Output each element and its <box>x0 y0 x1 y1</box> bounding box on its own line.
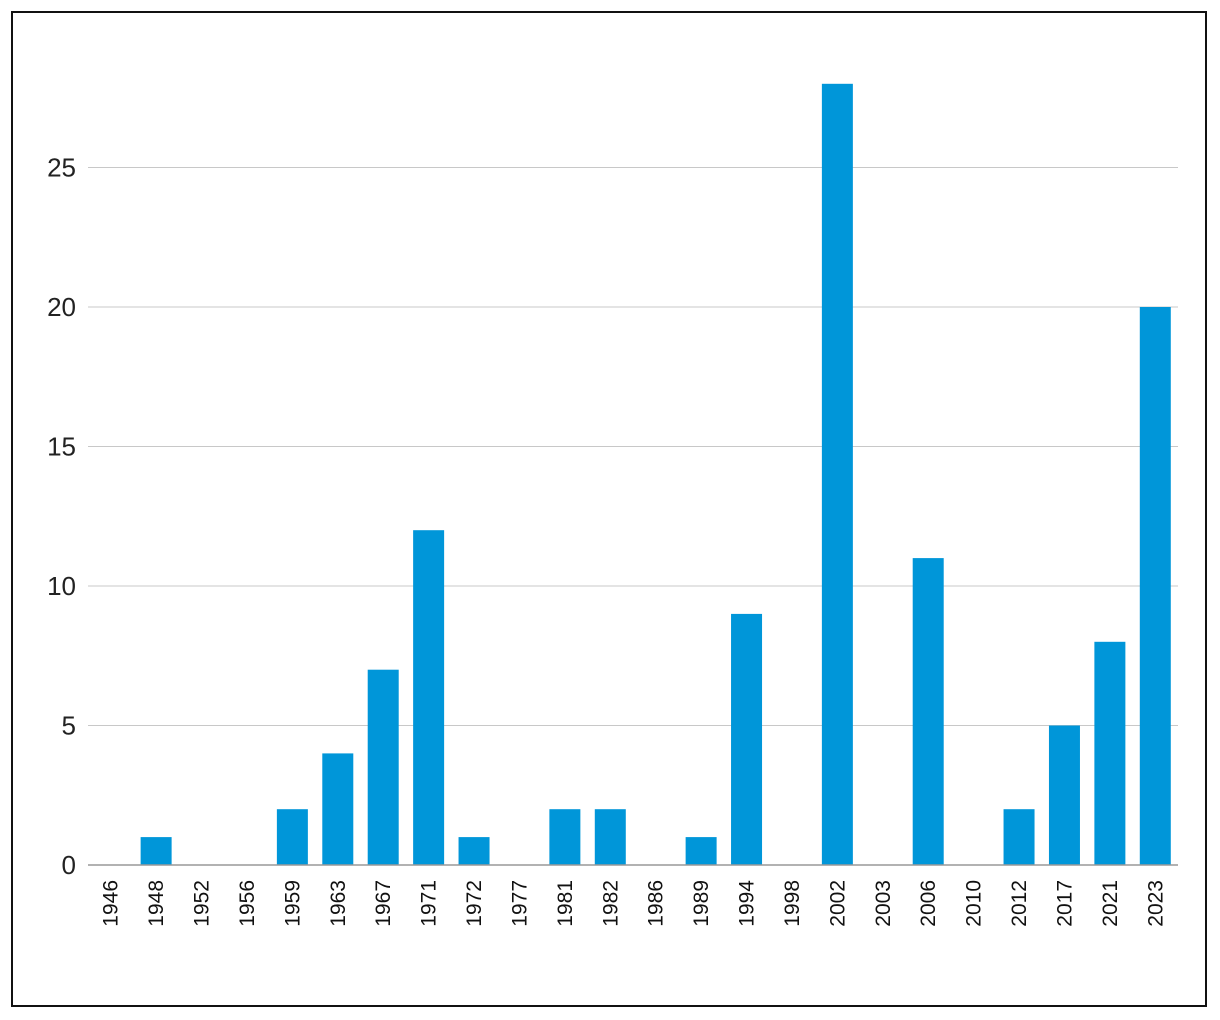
bar-2002 <box>821 83 853 866</box>
x-tick-label-1963: 1963 <box>327 880 350 927</box>
x-axis-ticks: 1946 1948 1952 1956 1959 1963 1967 1971 1972 1977… <box>100 880 1168 927</box>
y-axis-ticks: 0 5 10 15 20 25 <box>47 153 76 881</box>
x-tick-label-2003: 2003 <box>872 880 895 927</box>
x-tick-label-1971: 1971 <box>418 880 441 927</box>
x-tick-label-2021: 2021 <box>1099 880 1122 927</box>
x-tick-label-1967: 1967 <box>372 880 395 927</box>
bar-1972 <box>458 837 490 865</box>
bar-1963 <box>322 753 354 865</box>
bar-1967 <box>367 669 399 865</box>
x-tick-label-2010: 2010 <box>963 880 986 927</box>
bar-1981 <box>549 809 581 865</box>
bar-1989 <box>685 837 717 865</box>
bar-2017 <box>1048 725 1080 865</box>
y-tick-label-10: 10 <box>47 571 76 601</box>
x-tick-label-1982: 1982 <box>599 880 622 927</box>
x-tick-label-1977: 1977 <box>508 880 531 927</box>
x-tick-label-1972: 1972 <box>463 880 486 927</box>
x-tick-label-2017: 2017 <box>1053 880 1076 927</box>
x-tick-label-2006: 2006 <box>917 880 940 927</box>
bar-2006 <box>912 558 944 865</box>
y-tick-label-15: 15 <box>47 432 76 462</box>
bar-2021 <box>1094 641 1126 865</box>
x-tick-label-1989: 1989 <box>690 880 713 927</box>
x-tick-label-1946: 1946 <box>100 880 123 927</box>
y-tick-label-5: 5 <box>62 711 76 741</box>
bar-1948 <box>140 837 172 865</box>
x-tick-label-1994: 1994 <box>736 880 759 927</box>
x-tick-label-1956: 1956 <box>236 880 259 927</box>
y-tick-label-20: 20 <box>47 292 76 322</box>
x-tick-label-2002: 2002 <box>826 880 849 927</box>
bar-1971 <box>413 530 445 865</box>
bars <box>140 83 1171 866</box>
x-tick-label-1952: 1952 <box>191 880 214 927</box>
y-tick-label-25: 25 <box>47 153 76 183</box>
bar-2023 <box>1139 307 1171 865</box>
x-tick-label-2023: 2023 <box>1144 880 1167 927</box>
x-tick-label-1986: 1986 <box>645 880 668 927</box>
y-tick-label-0: 0 <box>62 850 76 880</box>
bar-1982 <box>594 809 626 865</box>
gridlines <box>88 167 1178 726</box>
x-tick-label-1981: 1981 <box>554 880 577 927</box>
x-tick-label-1959: 1959 <box>281 880 304 927</box>
bar-1994 <box>731 613 763 865</box>
bar-1959 <box>276 809 308 865</box>
x-tick-label-2012: 2012 <box>1008 880 1031 927</box>
x-tick-label-1948: 1948 <box>145 880 168 927</box>
bar-2012 <box>1003 809 1035 865</box>
x-tick-label-1998: 1998 <box>781 880 804 927</box>
